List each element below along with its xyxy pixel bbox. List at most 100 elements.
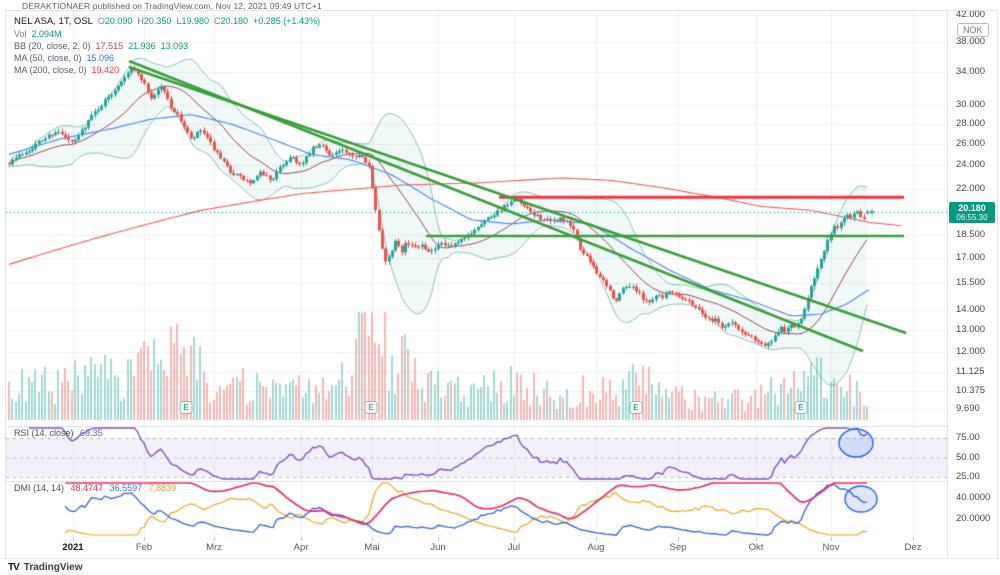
symbol-legend-row[interactable]: NEL ASA, 1T, OSL O20.090 H20.350 L19.980… <box>14 15 320 28</box>
dmi-legend-row[interactable]: DMI (14, 14) 48.4747 36.5597 7.8839 <box>14 483 180 493</box>
time-tick <box>514 537 515 541</box>
price-tick-label: 17.000 <box>956 251 986 263</box>
ma200-value: 19.420 <box>91 65 120 75</box>
time-axis-label: Dez <box>904 542 922 553</box>
time-axis-label: Mrz <box>206 542 222 553</box>
price-tick-label: 12.000 <box>956 345 986 357</box>
change-value: +0.285 (+1.43%) <box>253 16 321 26</box>
bb-legend-row[interactable]: BB (20, close, 2, 0) 17.515 21.936 13.09… <box>14 40 320 52</box>
bb-basis-value: 17.515 <box>95 41 124 51</box>
price-tick-label: 14.000 <box>956 304 986 316</box>
plus-di-value: 36.5597 <box>109 483 143 493</box>
rsi-label: RSI (14, close) <box>14 428 74 438</box>
pane-separator[interactable] <box>6 481 947 482</box>
rsi-pane-canvas[interactable] <box>6 426 947 481</box>
dmi-pane-canvas[interactable] <box>6 481 947 537</box>
price-tick-label: 10.375 <box>956 384 986 396</box>
adx-value: 48.4747 <box>70 483 104 493</box>
earnings-icon[interactable]: E <box>794 401 808 414</box>
earnings-icon[interactable]: E <box>629 401 643 414</box>
price-tick-label: 15.500 <box>956 276 986 288</box>
price-tick-label: 13.000 <box>956 324 986 336</box>
main-price-chart-canvas[interactable] <box>6 11 947 426</box>
time-axis[interactable]: 2021 Feb Mrz Apr Mai Jun Jul Aug Sep Okt Nov Dez <box>6 537 947 558</box>
symbol-title: NEL ASA, 1T, OSL <box>14 16 93 27</box>
volume-legend-row[interactable]: Vol 2.094M <box>14 28 320 40</box>
volume-label: Vol <box>14 29 27 39</box>
chart-widget: NEL ASA, 1T, OSL O20.090 H20.350 L19.980… <box>5 10 998 559</box>
time-tick <box>214 537 215 541</box>
rsi-tick-label: 50.00 <box>956 451 980 463</box>
time-tick <box>596 537 597 541</box>
ma50-legend-row[interactable]: MA (50, close, 0) 15.096 <box>14 52 320 64</box>
price-tick-label: 34.000 <box>956 65 986 77</box>
time-axis-label: Nov <box>822 542 840 553</box>
legend-panel: NEL ASA, 1T, OSL O20.090 H20.350 L19.980… <box>14 15 320 76</box>
price-axis-separator <box>947 11 948 558</box>
time-tick <box>372 537 373 541</box>
rsi-tick-label: 75.00 <box>956 432 980 443</box>
earnings-icon[interactable]: E <box>179 401 193 414</box>
tradingview-logo-icon[interactable]: TV <box>8 561 20 573</box>
ma200-label: MA (200, close, 0) <box>14 65 87 75</box>
time-tick <box>438 537 439 541</box>
last-price-value: 20.180 <box>958 203 986 213</box>
close-value: 20.180 <box>220 16 249 26</box>
price-tick-label: 11.125 <box>956 365 985 377</box>
rsi-tick-label: 25.00 <box>956 471 980 482</box>
bb-label: BB (20, close, 2, 0) <box>14 41 91 51</box>
rsi-value: 69.35 <box>80 428 103 438</box>
time-axis-label: Feb <box>135 542 153 553</box>
time-axis-label: Jul <box>507 542 521 553</box>
dmi-label: DMI (14, 14) <box>14 483 65 493</box>
price-tick-label: 22.000 <box>956 182 986 194</box>
time-tick <box>678 537 679 541</box>
price-tick-label: 38.000 <box>956 35 986 47</box>
price-tick-label: 28.000 <box>956 117 986 129</box>
time-tick <box>301 537 302 541</box>
bb-upper-value: 21.936 <box>128 41 156 51</box>
pane-separator[interactable] <box>6 426 947 427</box>
dmi-tick-label: 40.0000 <box>956 492 991 503</box>
rsi-legend-row[interactable]: RSI (14, close) 69.35 <box>14 428 107 438</box>
price-tick-label: 42.000 <box>956 11 986 21</box>
price-tick-label: 9.690 <box>956 402 980 414</box>
high-value: 20.350 <box>143 16 172 26</box>
high-label: H <box>137 16 144 26</box>
time-tick <box>144 537 145 541</box>
dmi-tick-label: 20.0000 <box>956 513 991 524</box>
volume-value: 2.094M <box>31 29 62 39</box>
time-tick <box>913 537 914 541</box>
time-tick <box>831 537 832 541</box>
time-axis-label: Apr <box>293 542 309 553</box>
price-tick-label: 30.000 <box>956 99 986 111</box>
tradingview-brand[interactable]: TradingView <box>23 561 83 573</box>
price-tick-label: 18.500 <box>956 229 986 241</box>
time-axis-label: Mai <box>364 542 380 553</box>
time-axis-label: Okt <box>748 542 764 553</box>
price-axis[interactable]: NOK 20.180 06:55:30 42.000 38.000 34.000 30… <box>948 11 997 558</box>
footer-bar: TV TradingView <box>0 558 1000 575</box>
time-tick <box>73 537 74 541</box>
open-label: O <box>97 16 105 26</box>
price-tick-label: 24.000 <box>956 159 986 171</box>
minus-di-value: 7.8839 <box>148 483 177 493</box>
low-value: 19.980 <box>181 16 209 26</box>
ma200-legend-row[interactable]: MA (200, close, 0) 19.420 <box>14 64 320 76</box>
currency-badge: NOK <box>957 23 989 37</box>
time-tick <box>756 537 757 541</box>
close-label: C <box>213 16 221 26</box>
time-axis-label: 2021 <box>62 542 84 553</box>
open-value: 20.090 <box>104 16 133 26</box>
low-label: L <box>176 16 182 26</box>
time-axis-label: Jun <box>430 542 446 553</box>
time-axis-label: Sep <box>669 542 687 553</box>
bar-countdown: 06:55:30 <box>956 213 988 222</box>
price-tick-label: 26.000 <box>956 137 986 149</box>
ma50-value: 15.096 <box>86 53 115 63</box>
earnings-icon[interactable]: E <box>364 401 378 414</box>
ma50-label: MA (50, close, 0) <box>14 53 82 63</box>
bb-lower-value: 13.093 <box>160 41 189 51</box>
publish-attribution: DERAKTIONAER published on TradingView.co… <box>22 1 322 11</box>
